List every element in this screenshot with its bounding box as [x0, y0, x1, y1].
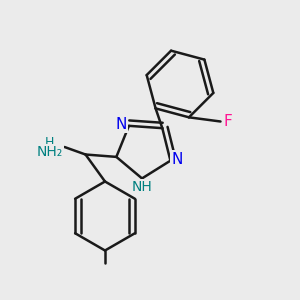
Text: H: H — [45, 136, 54, 149]
Text: N: N — [116, 117, 127, 132]
Text: NH: NH — [132, 180, 152, 194]
Text: F: F — [224, 114, 232, 129]
Text: N: N — [171, 152, 183, 167]
Text: NH₂: NH₂ — [36, 146, 63, 159]
